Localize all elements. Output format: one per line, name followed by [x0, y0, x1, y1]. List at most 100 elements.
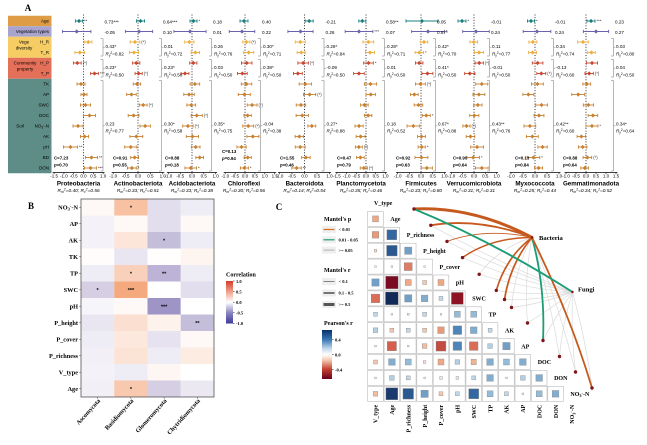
svg-text:**: **: [162, 271, 167, 277]
svg-text:p=0.84: p=0.84: [514, 163, 529, 168]
svg-text:DON: DON: [554, 376, 568, 382]
svg-text:0.5: 0.5: [482, 174, 489, 179]
svg-text:Vege: Vege: [19, 40, 30, 45]
svg-text:**: **: [99, 155, 103, 160]
svg-text:**: **: [303, 166, 307, 171]
svg-text:Fungi: Fungi: [578, 287, 595, 294]
svg-text:< 0.1: < 0.1: [339, 279, 349, 284]
svg-text:C=1.55: C=1.55: [280, 156, 295, 161]
svg-text:1.0: 1.0: [326, 174, 333, 179]
svg-text:p=0.46: p=0.46: [279, 163, 294, 168]
svg-text:NO3--N: NO3--N: [569, 404, 577, 424]
svg-text:AP: AP: [521, 344, 529, 350]
svg-text:0.5: 0.5: [236, 289, 242, 294]
svg-text:-0.5: -0.5: [405, 174, 413, 179]
svg-text:Ry2=0.70: Ry2=0.70: [438, 51, 457, 58]
svg-text:(*): (*): [593, 155, 598, 160]
svg-text:(*): (*): [427, 82, 432, 87]
svg-text:0.0: 0.0: [335, 352, 341, 357]
svg-text:-1.5: -1.5: [333, 174, 341, 179]
svg-text:diversity: diversity: [16, 46, 33, 51]
svg-text:Planctomycetota: Planctomycetota: [336, 181, 386, 188]
svg-text:0.0: 0.0: [418, 174, 425, 179]
svg-text:*: *: [375, 61, 377, 66]
svg-text:TP: TP: [70, 270, 78, 277]
svg-text:1.0: 1.0: [262, 174, 269, 179]
svg-text:P_cover: P_cover: [56, 336, 78, 343]
svg-text:0.0: 0.0: [135, 174, 142, 179]
svg-text:TK: TK: [43, 82, 49, 87]
svg-text:-0.5: -0.5: [122, 174, 130, 179]
svg-text:1.0: 1.0: [236, 279, 242, 284]
svg-text:Vegetation types: Vegetation types: [16, 29, 50, 34]
svg-text:(*): (*): [595, 71, 600, 76]
svg-text:***: ***: [161, 304, 168, 310]
svg-text:Rm2=0.14; Rc2=0.54: Rm2=0.14; Rc2=0.54: [283, 188, 326, 195]
svg-text:0.1 - 0.5: 0.1 - 0.5: [339, 291, 355, 296]
svg-text:Ry2=0.60: Ry2=0.60: [556, 128, 575, 135]
svg-text:>= 0.05: >= 0.05: [339, 248, 354, 253]
svg-text:P_height: P_height: [423, 249, 446, 255]
svg-text:-0.05: -0.05: [105, 30, 116, 35]
svg-text:0.5: 0.5: [252, 174, 259, 179]
svg-text:(*): (*): [195, 124, 200, 129]
svg-text:P_height: P_height: [54, 320, 79, 327]
svg-text:-1.0: -1.0: [60, 174, 68, 179]
svg-text:-0.5: -0.5: [459, 174, 467, 179]
svg-text:Ry2=0.50: Ry2=0.50: [263, 72, 282, 79]
svg-text:***: ***: [98, 166, 103, 171]
svg-text:p=0.64: p=0.64: [562, 163, 577, 168]
svg-text:TP: TP: [489, 313, 497, 319]
svg-text:0.0: 0.0: [80, 174, 87, 179]
svg-text:0.4: 0.4: [335, 337, 341, 342]
svg-text:Ry2=0.64: Ry2=0.64: [616, 128, 635, 135]
svg-text:Ry2=0.50: Ry2=0.50: [214, 72, 233, 79]
svg-text:0.0: 0.0: [242, 174, 249, 179]
svg-text:*: *: [536, 19, 538, 24]
svg-text:0.35*: 0.35*: [214, 122, 225, 127]
svg-text:0.01: 0.01: [213, 30, 222, 35]
svg-text:Ry2=0.38: Ry2=0.38: [263, 128, 282, 135]
svg-text:Rm2=0.40; Rc2=0.56: Rm2=0.40; Rc2=0.56: [57, 188, 100, 195]
svg-text:Rm2=0.33; Rc2=0.38: Rm2=0.33; Rc2=0.38: [171, 188, 214, 195]
svg-text:0.26: 0.26: [326, 30, 335, 35]
svg-text:C=7.23: C=7.23: [54, 156, 69, 161]
svg-text:-0.5: -0.5: [236, 311, 244, 316]
svg-text:Age: Age: [390, 217, 400, 223]
svg-text:1.0: 1.0: [212, 174, 219, 179]
svg-text:*: *: [541, 155, 543, 160]
svg-text:0.24: 0.24: [555, 30, 564, 35]
svg-text:*: *: [130, 387, 133, 393]
svg-text:BD: BD: [43, 155, 50, 160]
svg-text:P_cover: P_cover: [439, 404, 445, 425]
svg-text:Pearson's r: Pearson's r: [324, 321, 353, 327]
svg-text:-0.13: -0.13: [556, 65, 567, 70]
svg-text:0.28*: 0.28*: [387, 44, 398, 49]
svg-text:Ry2=0.71: Ry2=0.71: [263, 51, 282, 58]
svg-text:-1.0: -1.0: [562, 174, 570, 179]
svg-text:pH: pH: [70, 303, 79, 310]
svg-text:0.67*: 0.67*: [437, 30, 448, 35]
svg-text:0.40: 0.40: [262, 20, 271, 25]
svg-text:0.5: 0.5: [147, 174, 154, 179]
svg-text:Ry2=0.50: Ry2=0.50: [438, 72, 457, 79]
svg-text:0.05: 0.05: [437, 20, 446, 25]
svg-text:AK: AK: [69, 237, 79, 244]
svg-text:0.30*: 0.30*: [164, 122, 175, 127]
svg-text:0.07: 0.07: [386, 30, 395, 35]
svg-text:AK: AK: [505, 404, 511, 413]
svg-text:T_P: T_P: [41, 71, 49, 76]
svg-text:Ry2=0.50: Ry2=0.50: [387, 72, 406, 79]
svg-text:Bacteroidota: Bacteroidota: [286, 181, 324, 188]
svg-text:**: **: [84, 19, 88, 24]
svg-text:pH: pH: [456, 404, 462, 412]
svg-text:Myxococcota: Myxococcota: [515, 181, 555, 188]
svg-text:0.01: 0.01: [164, 44, 173, 49]
svg-text:AP: AP: [521, 404, 527, 412]
svg-text:B: B: [28, 201, 34, 211]
svg-text:p=0.70: p=0.70: [53, 163, 68, 168]
svg-text:(*): (*): [259, 103, 264, 108]
svg-text:TK: TK: [69, 254, 78, 261]
svg-text:Rm2=0.34; Rc2=0.52: Rm2=0.34; Rc2=0.52: [570, 188, 613, 195]
svg-text:0.27: 0.27: [615, 30, 624, 35]
